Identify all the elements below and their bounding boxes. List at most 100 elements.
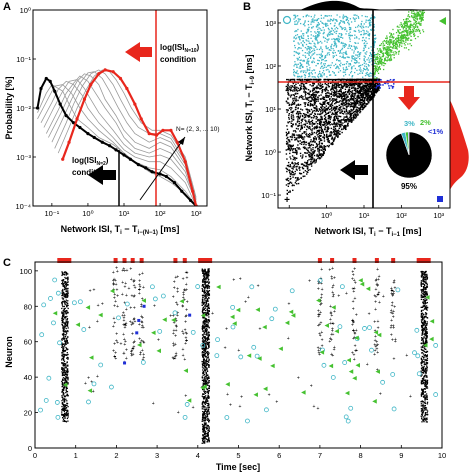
panel-b-point-black [312, 146, 314, 149]
panel-b-point-black [286, 87, 289, 89]
panel-b-point-black [318, 119, 321, 121]
panel-b-point-cyan [348, 63, 350, 65]
panel-b-point-black [349, 118, 352, 120]
panel-b-point-black [318, 122, 321, 125]
panel-c-spike-black [202, 358, 205, 360]
panel-b-point-cyan [304, 74, 307, 77]
panel-b-point-black [366, 88, 368, 90]
panel-c-spike-black [63, 346, 65, 348]
panel-b-point-black [312, 87, 314, 90]
panel-c-spike-black [62, 345, 64, 348]
panel-b-point-black [347, 103, 350, 105]
panel-b-point-black [307, 115, 310, 118]
panel-b-point-cyan [367, 64, 369, 66]
panel-b-point-black [308, 119, 310, 121]
panel-b-point-black [316, 113, 319, 115]
panel-b-point-black [309, 84, 311, 86]
panel-b-point-black [323, 101, 325, 103]
panel-b-point-cyan [354, 46, 356, 48]
panel-b-point-black [310, 94, 313, 96]
panel-b-point-cyan [340, 32, 342, 35]
panel-b-point-black [297, 179, 299, 181]
panel-b-point-black [358, 107, 361, 110]
panel-b-point-green [375, 56, 377, 58]
panel-c-ytick-label: 0 [28, 444, 32, 453]
panel-b-point-green [415, 20, 418, 23]
panel-b-point-black [337, 86, 339, 88]
panel-c-spike-black [65, 407, 68, 409]
panel-b-point-cyan [300, 71, 302, 73]
panel-b-point-black [328, 95, 330, 97]
panel-b-point-black [356, 78, 358, 81]
panel-b-point-black [318, 156, 320, 159]
panel-b-point-black [300, 177, 302, 180]
panel-c-spike-black [62, 362, 64, 364]
panel-b-point-black [303, 136, 306, 138]
panel-b-point-black [320, 126, 322, 129]
panel-b-point-cyan [330, 30, 333, 32]
panel-b-cyan-marker [282, 15, 292, 25]
panel-b-point-green [380, 44, 382, 46]
panel-b-point-green [398, 34, 400, 37]
panel-b-point-blue [377, 82, 380, 84]
panel-b-point-black [335, 129, 337, 131]
panel-a-frame [32, 9, 208, 207]
panel-b-right-marginal [450, 100, 469, 190]
panel-b-point-black [320, 94, 322, 96]
panel-b-point-cyan [357, 56, 359, 58]
panel-b-point-black [362, 87, 365, 89]
panel-b-point-cyan [310, 34, 312, 36]
panel-b-point-green [389, 46, 391, 48]
panel-b-point-black [293, 86, 295, 89]
panel-b-point-green [380, 49, 382, 51]
panel-b-point-black [319, 157, 321, 160]
panel-b-point-black [317, 148, 319, 150]
panel-b-point-cyan [328, 70, 330, 72]
panel-b-point-black [341, 109, 343, 111]
panel-b-point-green [401, 26, 403, 28]
panel-b-point-green [423, 4, 424, 5]
panel-c-spike-black [65, 324, 68, 326]
panel-c-spike-black [62, 280, 64, 282]
panel-b-point-green [409, 43, 411, 45]
panel-b-point-black [340, 91, 342, 93]
panel-b-point-black [319, 82, 322, 84]
panel-b-point-black [340, 119, 342, 121]
panel-b-point-blue [388, 80, 390, 82]
panel-b-point-black [353, 99, 355, 101]
panel-b-point-green [416, 5, 417, 6]
panel-b-point-cyan [316, 48, 318, 50]
panel-b-point-green [398, 46, 401, 48]
panel-b-point-black [348, 120, 350, 123]
panel-b-point-black [318, 149, 321, 152]
panel-b-point-black [296, 177, 299, 180]
panel-b-point-black [309, 121, 311, 123]
panel-b-point-black [327, 112, 330, 115]
panel-b-point-black [302, 88, 305, 90]
panel-b-point-black [306, 163, 308, 165]
panel-b-point-black [345, 94, 348, 96]
panel-c-spike-black [61, 345, 63, 347]
panel-b-point-black [313, 138, 315, 140]
panel-b-point-black [345, 101, 348, 103]
panel-b-point-green [382, 68, 385, 71]
panel-b-point-cyan [350, 45, 353, 48]
panel-b-point-cyan [317, 24, 319, 27]
panel-b-point-black [296, 92, 299, 95]
panel-b-point-green [378, 60, 380, 62]
panel-c-spike-black [65, 274, 67, 276]
panel-c-spike-black [66, 303, 68, 305]
panel-b-point-cyan [316, 41, 319, 43]
panel-b-point-black [298, 78, 300, 81]
panel-b-point-cyan [359, 25, 361, 28]
panel-b-point-cyan [345, 67, 347, 69]
panel-b-point-cyan [368, 65, 370, 67]
panel-b-point-black [303, 164, 305, 166]
panel-b-point-cyan [306, 40, 308, 42]
panel-b-point-green [388, 40, 390, 42]
panel-b-point-green [414, 17, 416, 19]
panel-b-point-black [327, 123, 329, 125]
panel-c-spike-black [62, 377, 65, 379]
panel-b-point-green [410, 23, 412, 25]
panel-b-point-black [287, 183, 289, 185]
